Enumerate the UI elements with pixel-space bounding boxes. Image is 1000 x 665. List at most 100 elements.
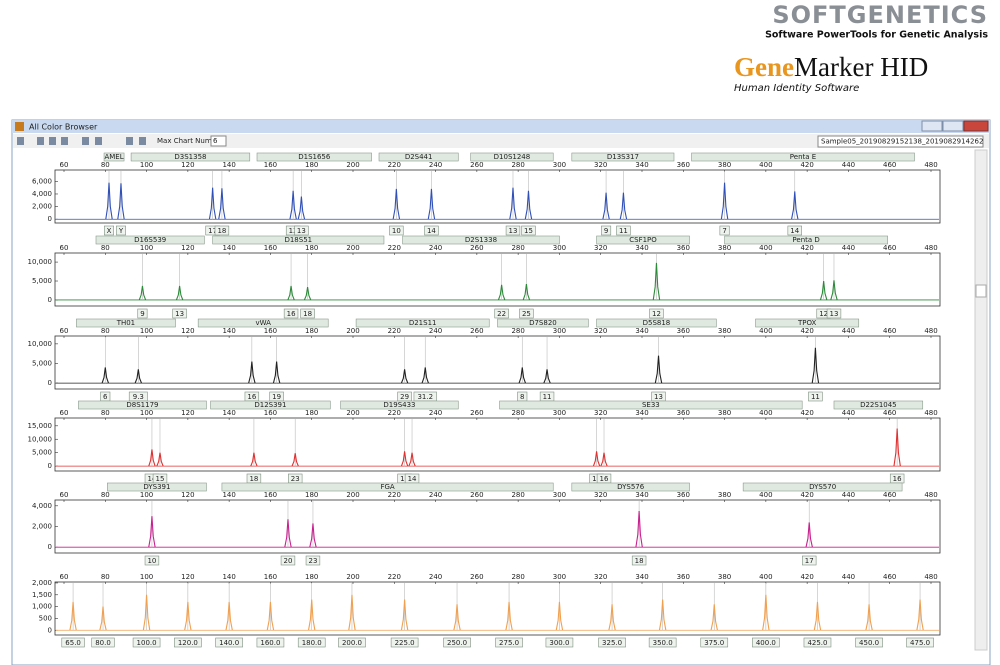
locus-name: D1S1656 xyxy=(298,153,331,161)
x-tick-label: 420 xyxy=(800,573,813,581)
locus-box xyxy=(691,152,915,162)
allele-label: 18 xyxy=(635,557,644,565)
allele-label: 200.0 xyxy=(342,639,362,647)
x-tick-label: 320 xyxy=(594,491,607,499)
tool-button[interactable] xyxy=(126,137,133,145)
allele-box xyxy=(649,308,664,319)
x-tick-label: 100 xyxy=(140,244,153,252)
allele-label: 12 xyxy=(819,310,828,318)
peak xyxy=(608,604,616,631)
tool-button[interactable] xyxy=(17,137,24,145)
x-tick-label: 240 xyxy=(429,491,442,499)
allele-box xyxy=(826,308,842,319)
allele-box xyxy=(752,637,780,648)
allele-label: 14 xyxy=(147,475,156,483)
x-tick-label: 80 xyxy=(101,161,110,169)
allele-box xyxy=(390,637,419,648)
x-tick-label: 440 xyxy=(842,491,855,499)
allele-label: 11 xyxy=(811,393,820,401)
x-tick-label: 220 xyxy=(388,244,401,252)
tool-button[interactable] xyxy=(95,137,102,145)
x-tick-label: 320 xyxy=(594,244,607,252)
tool-button[interactable] xyxy=(37,137,44,145)
locus-name: D16S539 xyxy=(134,236,166,244)
allele-box xyxy=(598,637,626,648)
maximize-button[interactable] xyxy=(942,120,964,132)
peak xyxy=(658,599,667,631)
allele-label: 450.0 xyxy=(859,639,879,647)
peak xyxy=(400,451,409,467)
allele-label: 9 xyxy=(604,227,608,235)
x-tick-label: 460 xyxy=(883,161,896,169)
allele-box xyxy=(494,308,509,319)
x-tick-label: 460 xyxy=(883,327,896,335)
scroll-thumb[interactable] xyxy=(975,284,987,298)
allele-box xyxy=(616,225,631,236)
minimize-button[interactable] xyxy=(921,120,943,132)
x-tick-label: 180 xyxy=(305,161,318,169)
product-name: GeneMarker HID xyxy=(734,52,928,82)
y-tick-label: 4,000 xyxy=(32,190,52,198)
y-tick-label: 5,000 xyxy=(32,359,52,367)
peak xyxy=(555,601,564,631)
allele-label: 7 xyxy=(722,227,726,235)
x-tick-label: 60 xyxy=(60,491,69,499)
locus-box xyxy=(470,152,554,162)
allele-label: 18 xyxy=(249,475,258,483)
x-tick-label: 200 xyxy=(346,244,359,252)
x-tick-label: 320 xyxy=(594,573,607,581)
allele-label: 180.0 xyxy=(302,639,322,647)
allele-label: 12 xyxy=(289,227,298,235)
allele-label: 6 xyxy=(103,393,108,401)
allele-label: 300.0 xyxy=(549,639,569,647)
peak xyxy=(524,190,533,220)
x-tick-label: 220 xyxy=(388,409,401,417)
y-tick-label: 0 xyxy=(48,626,52,634)
scrollbar[interactable] xyxy=(974,149,988,651)
max-chart-spinner[interactable] xyxy=(210,135,227,147)
peak xyxy=(813,601,822,631)
allele-box xyxy=(424,225,439,236)
tool-button[interactable] xyxy=(61,137,68,145)
locus-name: CSF1PO xyxy=(629,236,657,244)
locus-name: D2S441 xyxy=(405,153,433,161)
allele-label: 13 xyxy=(400,475,409,483)
y-tick-label: 5,000 xyxy=(32,449,52,457)
allele-label: 475.0 xyxy=(910,639,930,647)
x-tick-label: 220 xyxy=(388,161,401,169)
allele-box xyxy=(174,637,202,648)
allele-label: 15 xyxy=(592,475,601,483)
allele-label: 400.0 xyxy=(756,639,776,647)
peak xyxy=(175,285,184,301)
locus-name: SE33 xyxy=(642,401,660,409)
tool-button[interactable] xyxy=(49,137,56,145)
x-tick-label: 240 xyxy=(429,573,442,581)
peak xyxy=(518,367,526,384)
x-tick-label: 160 xyxy=(264,409,277,417)
y-tick-label: 2,000 xyxy=(32,523,52,531)
x-tick-label: 360 xyxy=(677,327,690,335)
locus-name: D19S433 xyxy=(383,401,415,409)
x-tick-label: 400 xyxy=(759,244,772,252)
allele-box xyxy=(648,637,677,648)
sample-dropdown[interactable] xyxy=(817,135,984,148)
locus-name: D18S51 xyxy=(284,236,312,244)
allele-label: 425.0 xyxy=(807,639,827,647)
peak xyxy=(69,601,77,631)
allele-label: 22 xyxy=(497,310,506,318)
x-tick-label: 140 xyxy=(222,327,235,335)
allele-label: 13 xyxy=(830,310,839,318)
tool-button[interactable] xyxy=(82,137,89,145)
locus-name: D22S1045 xyxy=(860,401,897,409)
peak xyxy=(284,519,292,548)
x-tick-label: 400 xyxy=(759,161,772,169)
x-tick-label: 180 xyxy=(305,573,318,581)
close-button[interactable] xyxy=(963,120,989,132)
allele-box xyxy=(283,308,299,319)
y-tick-label: 10,000 xyxy=(28,340,53,348)
peak xyxy=(602,192,610,220)
app-icon xyxy=(15,122,24,131)
peak xyxy=(218,188,226,220)
tool-button[interactable] xyxy=(139,137,146,145)
x-tick-label: 480 xyxy=(924,327,937,335)
